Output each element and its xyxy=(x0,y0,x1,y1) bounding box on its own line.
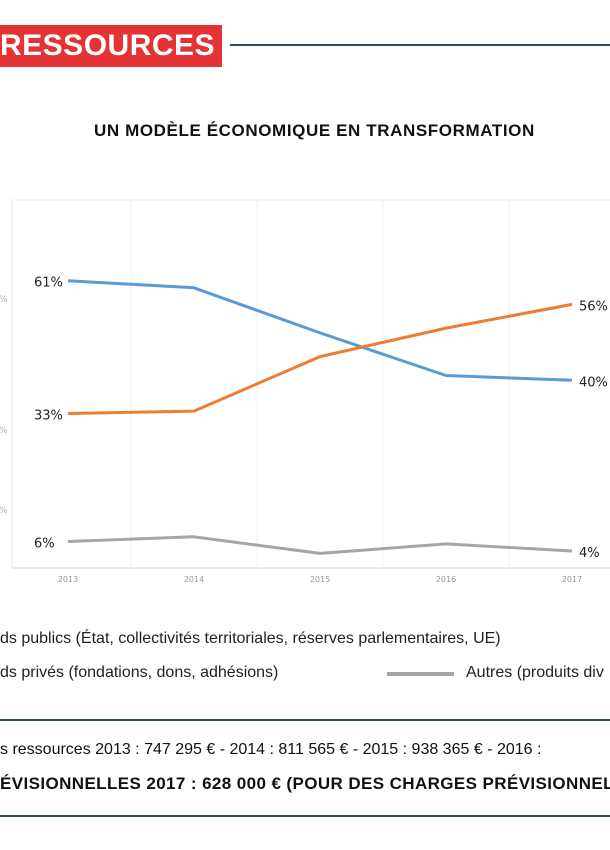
chart-title: UN MODÈLE ÉCONOMIQUE EN TRANSFORMATION xyxy=(94,121,535,140)
resources-summary: s ressources 2013 : 747 295 € - 2014 : 8… xyxy=(0,741,542,758)
series-line-1 xyxy=(67,302,573,415)
legend-private-funds: ds privés (fondations, dons, adhésions) xyxy=(0,664,279,681)
data-label-last-1: 56% xyxy=(579,299,608,314)
line-chart: 2013 2014 2015 2016 2017%%% 61% 40% 33% 56% 6% 4% xyxy=(0,199,610,584)
forecast-summary: ÉVISIONNELLES 2017 : 628 000 € (POUR DES… xyxy=(0,774,610,793)
data-label-last-2: 4% xyxy=(579,546,600,561)
legend-public-funds: ds publics (État, collectivités territor… xyxy=(0,630,501,647)
legend-other: Autres (produits div xyxy=(466,664,604,681)
x-tick-label-2015: 2015 xyxy=(310,575,330,584)
x-tick-label-2017: 2017 xyxy=(562,575,582,584)
data-label-last-0: 40% xyxy=(579,375,608,390)
x-tick-label-2014: 2014 xyxy=(184,575,204,584)
y-tick-fragment-0: % xyxy=(0,295,8,305)
series-line-0 xyxy=(67,279,573,382)
legend-other-swatch xyxy=(387,672,454,676)
x-tick-label-2013: 2013 xyxy=(58,575,78,584)
data-label-first-2: 6% xyxy=(34,537,55,552)
y-tick-fragment-1: % xyxy=(0,426,8,436)
data-label-first-0: 61% xyxy=(34,276,63,291)
x-tick-label-2016: 2016 xyxy=(436,575,456,584)
footer-bottom-rule xyxy=(0,815,610,817)
footer-top-rule xyxy=(0,719,610,721)
header-rule xyxy=(230,44,610,46)
section-title: RESSOURCES xyxy=(0,29,216,62)
data-label-first-1: 33% xyxy=(34,408,63,423)
section-header-bar xyxy=(0,25,222,67)
y-tick-fragment-2: % xyxy=(0,506,8,516)
series-line-2 xyxy=(67,535,573,555)
